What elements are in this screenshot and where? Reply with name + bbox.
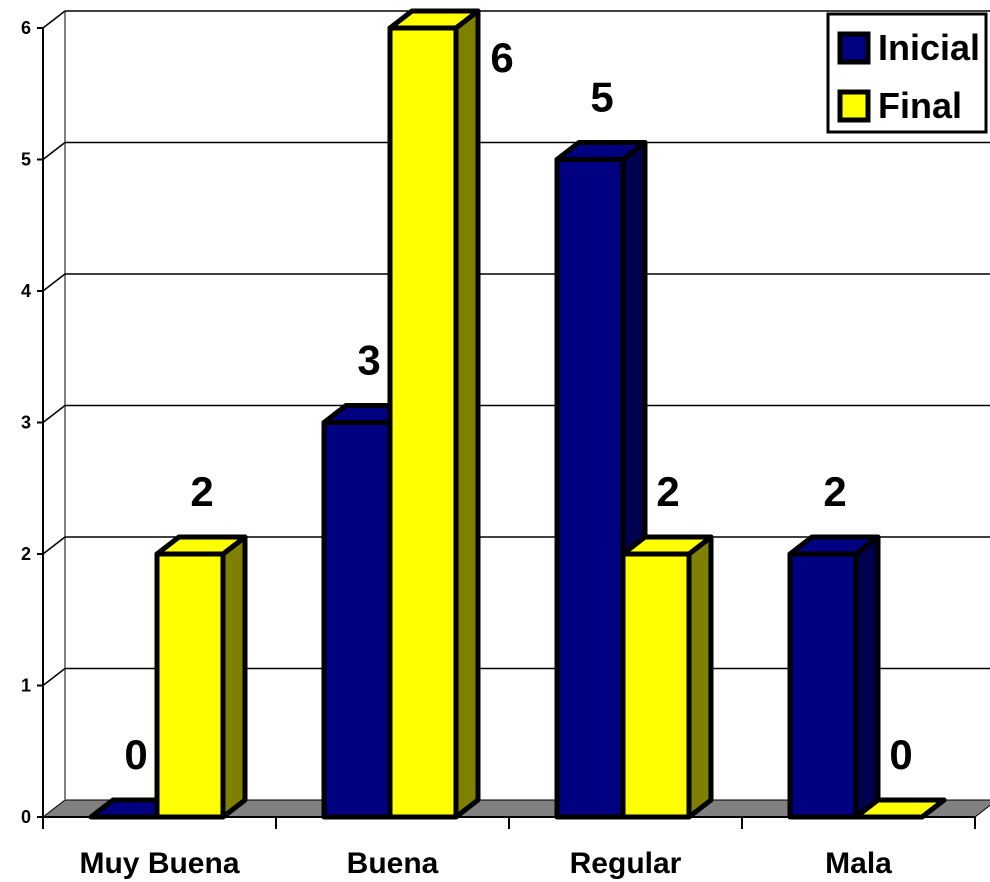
y-tick-label: 4 bbox=[21, 281, 31, 301]
gridline-side bbox=[42, 667, 66, 687]
data-label-final: 2 bbox=[190, 468, 213, 515]
bar-front bbox=[154, 551, 226, 820]
y-tick-label: 6 bbox=[21, 18, 31, 38]
bar-final-muy-buena bbox=[154, 534, 248, 820]
bar-front bbox=[321, 420, 393, 820]
data-label-final: 6 bbox=[490, 34, 513, 81]
y-tick-label: 3 bbox=[21, 413, 31, 433]
bar-top bbox=[554, 140, 648, 162]
bar-top bbox=[387, 8, 481, 31]
legend-label-inicial: Inicial bbox=[878, 27, 980, 68]
gridline-side bbox=[42, 10, 66, 29]
data-label-final: 2 bbox=[656, 468, 679, 515]
x-tick-label: Regular bbox=[570, 847, 682, 880]
legend-swatch-inicial bbox=[837, 31, 871, 65]
data-label-inicial: 5 bbox=[590, 74, 613, 121]
bar-top bbox=[154, 534, 248, 557]
y-tick-label: 0 bbox=[21, 807, 31, 827]
bar-final-mala bbox=[853, 797, 947, 820]
gridline-side bbox=[42, 404, 66, 424]
y-tick-label: 5 bbox=[21, 150, 31, 170]
bar-side bbox=[453, 8, 481, 820]
data-label-inicial: 3 bbox=[357, 337, 380, 384]
bar-final-buena bbox=[387, 8, 481, 820]
x-tick-label: Mala bbox=[825, 847, 892, 880]
legend: Inicial Final bbox=[826, 12, 988, 134]
bar-side bbox=[220, 534, 248, 820]
bar-top bbox=[787, 534, 881, 557]
y-tick-label: 1 bbox=[21, 676, 31, 696]
data-label-final: 0 bbox=[889, 731, 912, 778]
data-labels: 0 2 3 6 5 2 2 0 bbox=[124, 34, 912, 778]
bar-front bbox=[554, 157, 626, 820]
bar-final-regular bbox=[620, 534, 714, 820]
bar-top bbox=[853, 797, 947, 820]
data-label-inicial: 2 bbox=[823, 468, 846, 515]
x-tick-label: Muy Buena bbox=[79, 847, 239, 880]
gridline-side bbox=[42, 141, 66, 161]
x-tick-label: Buena bbox=[347, 847, 439, 880]
bar-top bbox=[620, 534, 714, 557]
bar-side bbox=[686, 534, 714, 820]
bar-inicial-mala bbox=[787, 534, 881, 820]
bars bbox=[88, 8, 947, 820]
bar-side bbox=[853, 534, 881, 820]
bar-front bbox=[787, 551, 859, 820]
data-label-inicial: 0 bbox=[124, 731, 147, 778]
bar-front bbox=[620, 551, 692, 820]
y-tick-label: 2 bbox=[21, 544, 31, 564]
legend-swatch-final bbox=[837, 89, 871, 123]
gridline-side bbox=[42, 273, 66, 292]
gridline-side bbox=[42, 536, 66, 555]
legend-label-final: Final bbox=[878, 85, 962, 126]
bar-front bbox=[387, 25, 459, 820]
